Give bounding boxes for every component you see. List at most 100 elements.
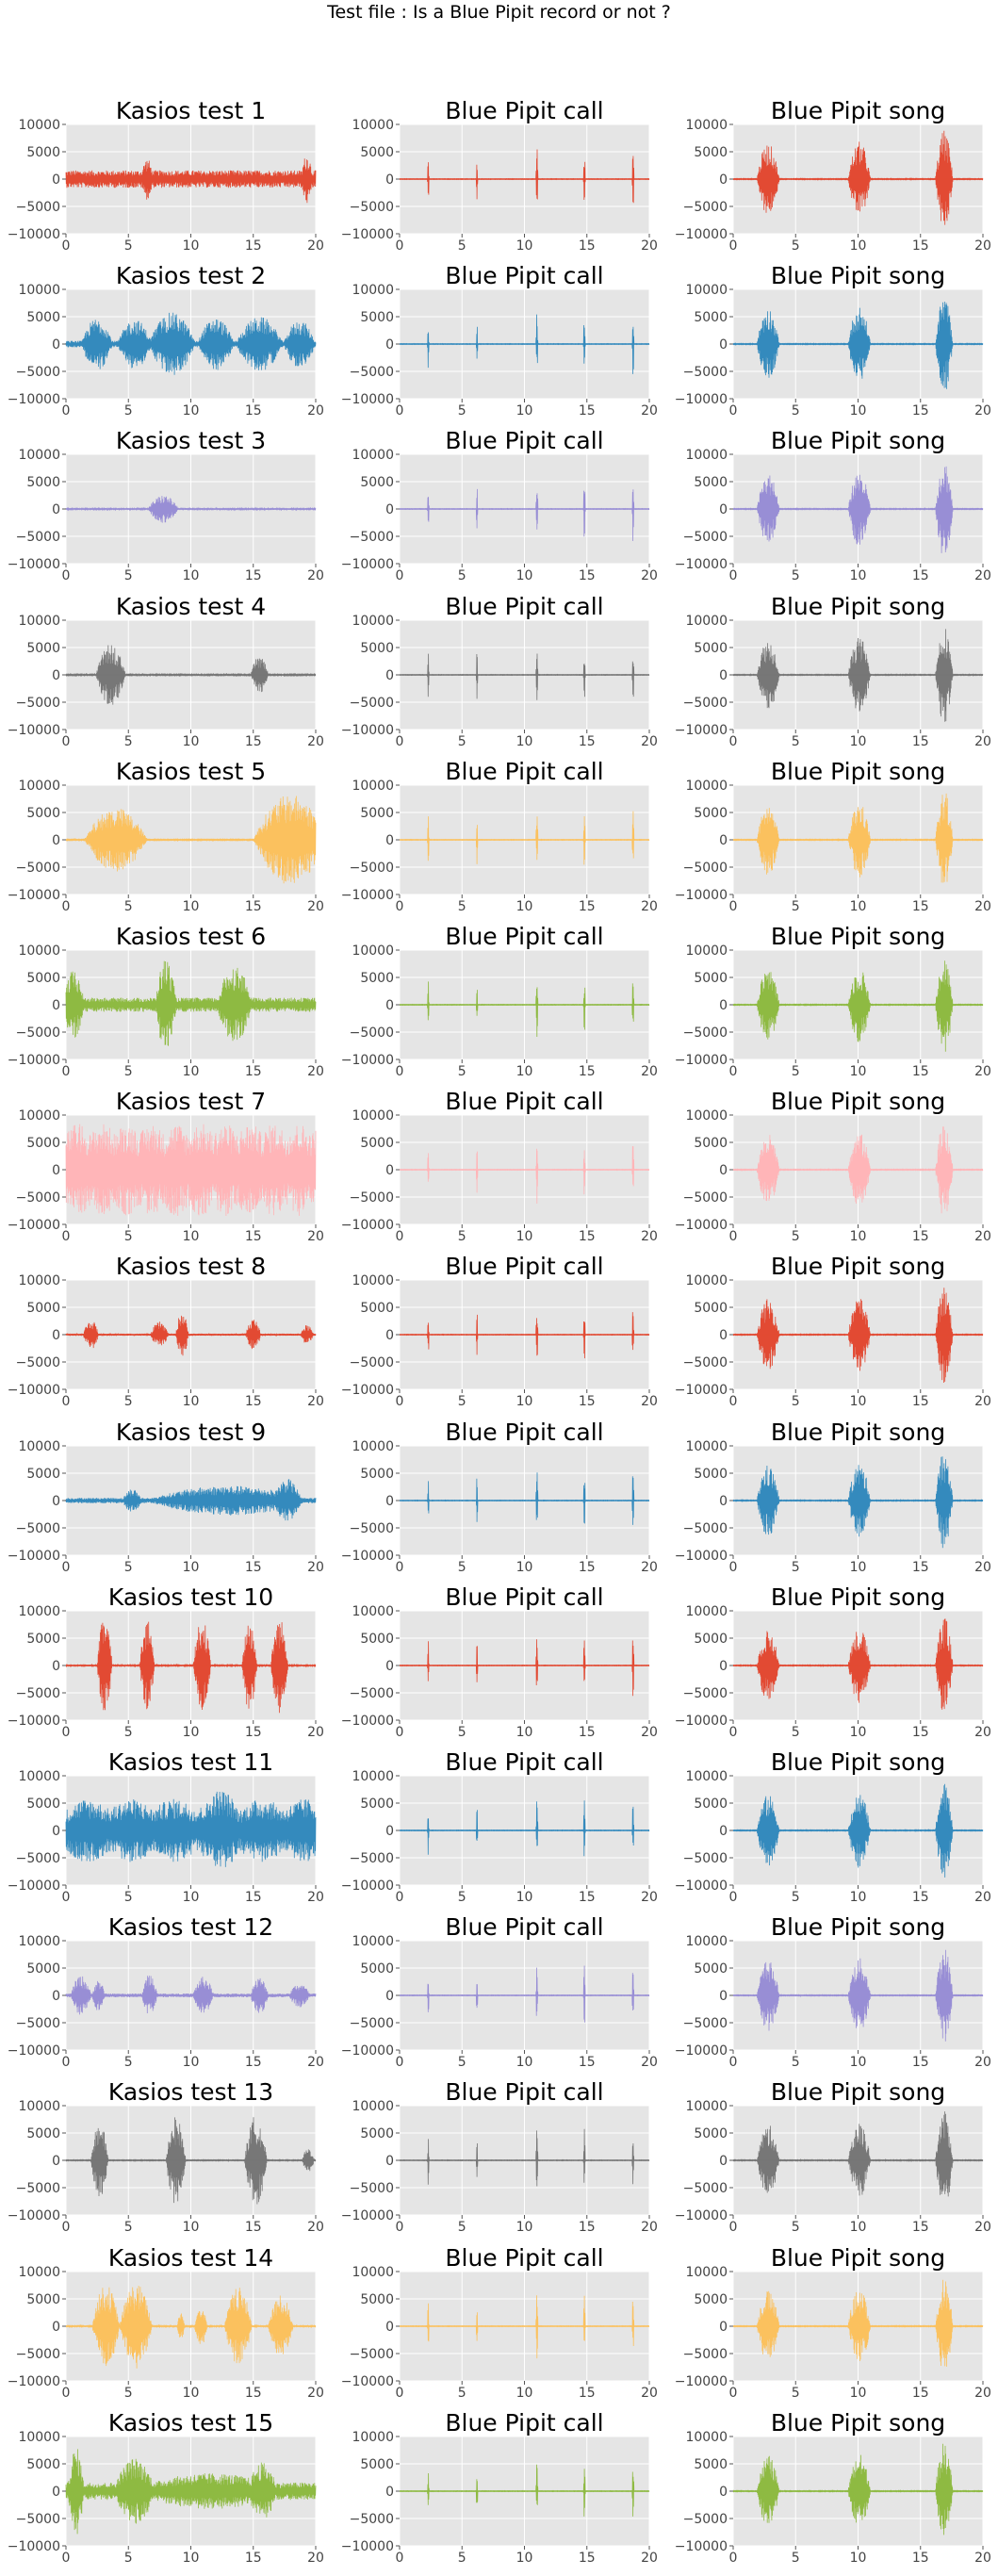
- x-tick-label: 15: [912, 2386, 929, 2401]
- y-tick-label: −10000: [675, 1879, 728, 1894]
- x-tick-label: 0: [729, 2386, 738, 2401]
- waveform-series: [732, 1288, 984, 1384]
- panel-test: 0 5 10 15 20 10000 5000 0 −5000 −10000 Kasios test…: [8, 2409, 324, 2566]
- y-tick-label: 10000: [18, 1439, 60, 1454]
- y-tick-label: 0: [719, 1494, 728, 1509]
- y-tick-label: −5000: [16, 2181, 60, 2196]
- x-tick-label: 5: [124, 2386, 133, 2401]
- y-tick-label: 10000: [18, 1108, 60, 1124]
- panel-title: Kasios test 11: [108, 1748, 273, 1776]
- x-tick-label: 20: [307, 1560, 324, 1575]
- x-tick-label: 5: [792, 2220, 800, 2235]
- waveform-series: [65, 1479, 317, 1521]
- y-tick-label: −10000: [675, 227, 728, 242]
- x-tick-label: 5: [458, 568, 466, 583]
- y-tick-label: −10000: [675, 1714, 728, 1729]
- panel-call: 0 5 10 15 20 10000 5000 0 −5000 −10000 Blue Pipit …: [341, 2078, 658, 2235]
- y-tick-label: 10000: [685, 2430, 728, 2445]
- waveform-series: [65, 960, 317, 1046]
- y-tick-label: −10000: [675, 1218, 728, 1233]
- x-tick-label: 15: [245, 2220, 262, 2235]
- x-tick-label: 0: [396, 734, 404, 749]
- panel-title: Kasios test 10: [108, 1583, 273, 1611]
- x-tick-label: 20: [974, 2055, 991, 2070]
- y-tick-label: −10000: [675, 888, 728, 903]
- y-tick-label: 0: [52, 668, 60, 683]
- x-tick-label: 5: [124, 1229, 133, 1244]
- y-tick-label: −10000: [341, 227, 394, 242]
- waveform-series: [732, 629, 984, 722]
- x-tick-label: 5: [792, 2551, 800, 2566]
- x-tick-label: 15: [579, 2386, 596, 2401]
- x-tick-label: 10: [516, 568, 533, 583]
- panel-song: 0 5 10 15 20 10000 5000 0 −5000 −10000 Blue Pipit …: [675, 427, 991, 583]
- x-tick-label: 15: [245, 734, 262, 749]
- x-tick-label: 10: [850, 1560, 867, 1575]
- x-tick-label: 20: [974, 734, 991, 749]
- panel-title: Blue Pipit call: [445, 1748, 603, 1776]
- y-tick-label: 5000: [360, 641, 394, 656]
- y-tick-label: −5000: [16, 365, 60, 380]
- y-tick-label: 10000: [352, 943, 394, 959]
- x-tick-label: 5: [124, 2551, 133, 2566]
- x-tick-label: 15: [912, 1890, 929, 1905]
- panel-title: Kasios test 2: [116, 262, 266, 289]
- x-tick-label: 0: [729, 1560, 738, 1575]
- panel-song: 0 5 10 15 20 10000 5000 0 −5000 −10000 Blue Pipit …: [675, 2244, 991, 2401]
- y-tick-label: −5000: [683, 2181, 728, 2196]
- x-tick-label: 15: [912, 1064, 929, 1079]
- y-tick-label: 10000: [685, 1934, 728, 1949]
- x-tick-label: 15: [245, 1394, 262, 1409]
- panel-title: Blue Pipit call: [445, 2078, 603, 2106]
- y-tick-label: 10000: [18, 2430, 60, 2445]
- x-tick-label: 0: [62, 1890, 71, 1905]
- x-tick-label: 15: [579, 2551, 596, 2566]
- y-tick-label: 0: [52, 833, 60, 848]
- x-tick-label: 20: [307, 1394, 324, 1409]
- x-tick-label: 15: [579, 238, 596, 254]
- y-tick-label: 0: [52, 1328, 60, 1343]
- panel-title: Kasios test 9: [116, 1419, 266, 1446]
- y-tick-label: 0: [52, 1824, 60, 1839]
- y-tick-label: 10000: [18, 2265, 60, 2280]
- panel-test: 0 5 10 15 20 10000 5000 0 −5000 −10000 Kasios test…: [8, 923, 324, 1079]
- x-tick-label: 20: [307, 238, 324, 254]
- x-tick-label: 5: [792, 1560, 800, 1575]
- panel-title: Blue Pipit song: [771, 97, 945, 124]
- panel-title: Blue Pipit song: [771, 593, 945, 620]
- panel-song: 0 5 10 15 20 10000 5000 0 −5000 −10000 Blue Pipit …: [675, 1913, 991, 2070]
- x-tick-label: 10: [850, 1064, 867, 1079]
- x-tick-label: 5: [792, 403, 800, 418]
- y-tick-label: 5000: [360, 1632, 394, 1647]
- y-tick-label: −5000: [16, 1190, 60, 1206]
- y-tick-label: 10000: [352, 614, 394, 629]
- x-tick-label: 0: [62, 734, 71, 749]
- y-tick-label: 5000: [26, 1797, 60, 1812]
- y-tick-label: −10000: [8, 1879, 60, 1894]
- panel-test: 0 5 10 15 20 10000 5000 0 −5000 −10000 Kasios test…: [8, 1253, 324, 1409]
- x-tick-label: 15: [912, 568, 929, 583]
- x-tick-label: 10: [516, 2055, 533, 2070]
- x-tick-label: 20: [974, 1064, 991, 1079]
- x-tick-label: 20: [307, 403, 324, 418]
- y-tick-label: 5000: [360, 1797, 394, 1812]
- panel-call: 0 5 10 15 20 10000 5000 0 −5000 −10000 Blue Pipit …: [341, 1583, 658, 1740]
- panel-test: 0 5 10 15 20 10000 5000 0 −5000 −10000 Kasios test…: [8, 2078, 324, 2235]
- x-tick-label: 5: [124, 734, 133, 749]
- x-tick-label: 0: [729, 1229, 738, 1244]
- y-tick-label: 10000: [352, 1439, 394, 1454]
- panel-title: Kasios test 8: [116, 1253, 266, 1280]
- figure-title: Test file : Is a Blue Pipit record or no…: [327, 2, 671, 23]
- panel-test: 0 5 10 15 20 10000 5000 0 −5000 −10000 Kasios test…: [8, 427, 324, 583]
- y-tick-label: −5000: [16, 1686, 60, 1701]
- x-tick-label: 10: [850, 1394, 867, 1409]
- x-tick-label: 15: [579, 1890, 596, 1905]
- panel-call: 0 5 10 15 20 10000 5000 0 −5000 −10000 Blue Pipit …: [341, 427, 658, 583]
- panel-title: Blue Pipit song: [771, 2244, 945, 2272]
- x-tick-label: 5: [458, 1560, 466, 1575]
- x-tick-label: 5: [792, 2386, 800, 2401]
- y-tick-label: 10000: [685, 1108, 728, 1124]
- panel-title: Blue Pipit song: [771, 1253, 945, 1280]
- y-tick-label: 5000: [360, 971, 394, 986]
- y-tick-label: 0: [719, 1989, 728, 2004]
